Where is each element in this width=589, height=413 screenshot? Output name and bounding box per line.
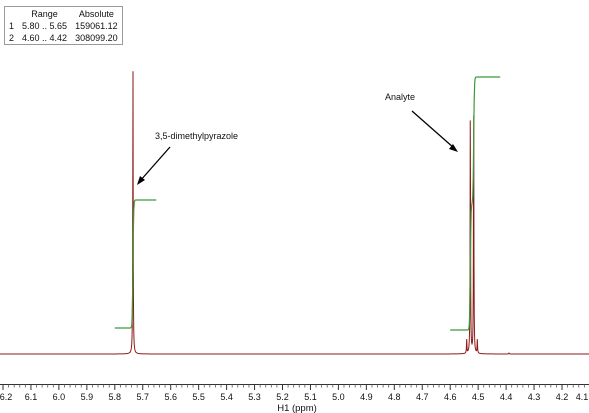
x-tick-label: 5.9 — [81, 392, 94, 402]
integral-row-range: 4.60 .. 4.42 — [22, 33, 68, 43]
integral-table-header: Range Absolute — [5, 7, 123, 21]
x-tick-label: 4.2 — [556, 392, 569, 402]
x-tick-label: 5.1 — [304, 392, 317, 402]
annotation-analyte: Analyte — [385, 92, 458, 152]
x-tick-label: 5.7 — [136, 392, 149, 402]
annotation-analyte-label: Analyte — [385, 92, 415, 102]
integral-header-range: Range — [31, 9, 58, 19]
integral-table: Range Absolute 1 5.80 .. 5.65 159061.12 … — [4, 6, 123, 45]
x-tick-label: 5.6 — [164, 392, 177, 402]
annotation-reference-arrowhead — [137, 176, 145, 185]
x-tick-label: 4.4 — [500, 392, 513, 402]
annotation-reference-label: 3,5-dimethylpyrazole — [155, 131, 238, 141]
integral-curve-1 — [114, 199, 157, 329]
annotation-analyte-arrowhead — [449, 144, 458, 152]
x-axis-label: H1 (ppm) — [277, 403, 317, 413]
x-tick-label: 5.8 — [109, 392, 122, 402]
integral-row: 1 5.80 .. 5.65 159061.12 — [5, 20, 123, 32]
x-axis-ticks: 6.2 6.1 6.0 5.9 5.8 5.7 5.6 5.5 5.4 5.3 5.2 5.1 5.0 4… — [0, 384, 589, 402]
x-tick-label: 5.2 — [276, 392, 289, 402]
annotation-analyte-arrow — [411, 110, 455, 149]
spectrum-trace — [0, 71, 589, 355]
x-tick-label: 5.4 — [220, 392, 233, 402]
integral-row-index: 1 — [9, 21, 15, 31]
x-tick-label: 4.1 — [576, 392, 589, 402]
x-tick-label: 4.5 — [472, 392, 485, 402]
integral-curve-2 — [450, 76, 501, 331]
x-tick-label: 4.7 — [416, 392, 429, 402]
x-tick-label: 5.0 — [332, 392, 345, 402]
annotation-reference: 3,5-dimethylpyrazole — [137, 131, 238, 185]
integral-row-absolute: 159061.12 — [75, 21, 118, 31]
integral-row: 2 4.60 .. 4.42 308099.20 — [5, 32, 123, 45]
x-tick-label: 4.8 — [388, 392, 401, 402]
integral-header-absolute: Absolute — [78, 9, 114, 19]
x-tick-label: 4.3 — [528, 392, 541, 402]
integral-row-absolute: 308099.20 — [75, 33, 118, 43]
x-tick-label: 4.6 — [444, 392, 457, 402]
x-tick-label: 5.3 — [248, 392, 261, 402]
annotation-reference-arrow — [139, 146, 171, 182]
x-tick-label: 4.9 — [360, 392, 373, 402]
integral-header-index — [5, 7, 19, 21]
x-tick-label: 6.2 — [0, 392, 12, 402]
trace-layer — [0, 71, 589, 355]
integral-row-index: 2 — [9, 33, 15, 43]
x-tick-label: 6.1 — [25, 392, 38, 402]
integral-row-range: 5.80 .. 5.65 — [22, 21, 68, 31]
x-tick-label: 5.5 — [192, 392, 205, 402]
x-tick-label: 6.0 — [53, 392, 66, 402]
